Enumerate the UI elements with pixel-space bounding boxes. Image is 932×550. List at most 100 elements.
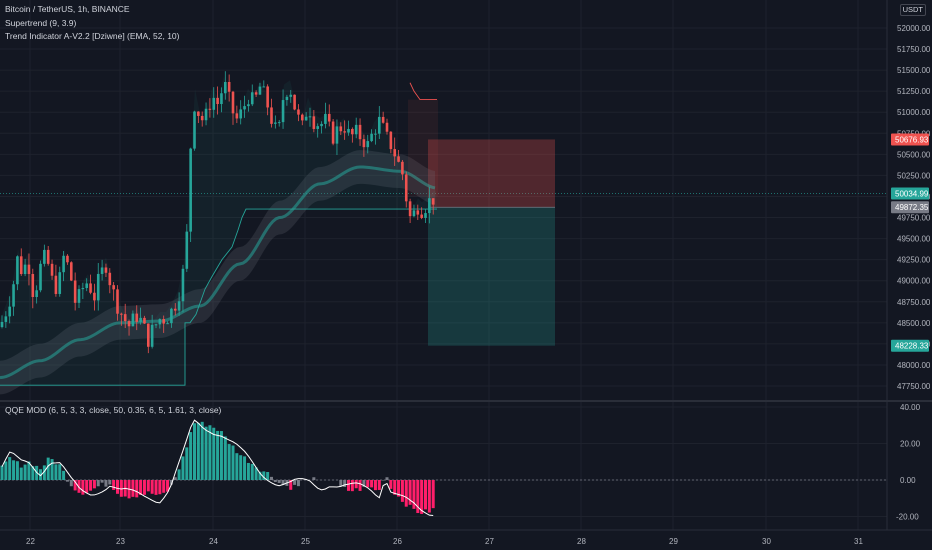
qqe-bar <box>208 425 212 480</box>
candle-body <box>285 96 289 101</box>
qqe-bar <box>412 480 416 509</box>
candle-body <box>39 263 42 291</box>
qqe-bar <box>262 471 266 480</box>
qqe-bar <box>212 427 216 480</box>
qqe-bar <box>54 464 58 480</box>
qqe-legend[interactable]: QQE MOD (6, 5, 3, 3, close, 50, 0.35, 6,… <box>5 405 222 415</box>
candle-body <box>170 308 173 324</box>
trend-midline <box>0 165 436 380</box>
position-box[interactable] <box>428 139 555 346</box>
trend-band-fill <box>0 150 435 395</box>
candles <box>0 71 435 354</box>
qqe-bar <box>397 480 401 497</box>
qqe-bar <box>196 423 200 480</box>
candle-body <box>66 255 69 263</box>
time-tick-label: 25 <box>301 537 310 546</box>
qqe-bar <box>62 470 66 480</box>
candle-body <box>266 86 269 108</box>
currency-label[interactable]: USDT <box>899 4 926 16</box>
candle-body <box>16 256 19 285</box>
candle-body <box>189 148 192 232</box>
qqe-bar <box>39 469 42 480</box>
candle-body <box>70 262 73 281</box>
qqe-bar <box>219 431 223 480</box>
qqe-bar <box>92 480 96 489</box>
qqe-bar <box>173 477 177 480</box>
oscillator-axis[interactable]: 40.00 20.00 0.00 -20.00 <box>896 403 921 522</box>
qqe-bar <box>389 480 393 489</box>
qqe-bar <box>235 453 239 480</box>
supertrend-legend[interactable]: Supertrend (9, 3.9) <box>5 18 77 28</box>
price-axis[interactable]: 52000.00 51750.00 51500.00 51250.00 51000.00… <box>891 24 931 391</box>
candle-body <box>220 93 223 105</box>
price-tick-label: 47750.00 <box>897 382 931 391</box>
candle-body <box>428 198 431 214</box>
supertrend-down-line <box>409 82 437 101</box>
qqe-bar <box>150 480 154 494</box>
candle-body <box>301 114 304 121</box>
candle-body <box>208 108 212 110</box>
candle-body <box>224 81 227 94</box>
price-tag: 48228.33 <box>891 339 929 352</box>
qqe-bar <box>23 464 27 480</box>
trend-indicator-legend[interactable]: Trend Indicator A-V2.2 [Dziwne] (EMA, 52… <box>5 31 180 41</box>
candle-body <box>374 133 377 135</box>
qqe-bar <box>293 480 297 485</box>
qqe-bar <box>231 445 235 480</box>
qqe-bar <box>254 467 258 480</box>
price-tick-label: 49750.00 <box>897 214 931 223</box>
qqe-bar <box>185 447 189 480</box>
candle-body <box>239 109 242 119</box>
candle-body <box>277 122 281 124</box>
candle-body <box>147 323 150 347</box>
qqe-bar <box>296 480 300 487</box>
qqe-bar <box>400 480 404 502</box>
symbol-legend[interactable]: Bitcoin / TetherUS, 1h, BINANCE <box>5 4 130 14</box>
qqe-bar <box>258 471 262 480</box>
qqe-bar <box>96 480 100 487</box>
qqe-bar <box>158 480 162 495</box>
candle-body <box>123 314 127 322</box>
candle-body <box>58 272 62 294</box>
candle-body <box>262 86 266 88</box>
candle-body <box>31 273 35 297</box>
time-tick-label: 28 <box>577 537 586 546</box>
qqe-bar <box>131 480 135 497</box>
qqe-bar <box>227 444 231 480</box>
candle-body <box>108 272 112 286</box>
qqe-bar <box>427 480 431 513</box>
candle-body <box>177 301 181 311</box>
candle-body <box>81 288 85 290</box>
qqe-bar <box>89 480 93 491</box>
candle-body <box>185 231 189 269</box>
qqe-bar <box>243 456 247 480</box>
price-tag-bg <box>891 201 929 214</box>
qqe-bar <box>169 480 173 485</box>
qqe-bar <box>370 480 374 488</box>
candle-body <box>54 275 58 294</box>
candle-body <box>112 285 115 290</box>
candle-body <box>304 116 308 121</box>
qqe-bar <box>166 480 170 492</box>
candle-body <box>335 126 339 144</box>
candle-body <box>12 284 15 307</box>
target-zone <box>428 207 555 346</box>
candle-body <box>46 249 50 264</box>
qqe-bar <box>393 480 397 495</box>
qqe-bar <box>8 457 12 480</box>
qqe-bar <box>12 460 16 480</box>
candle-body <box>8 306 11 317</box>
osc-tick-label: 20.00 <box>900 440 921 449</box>
qqe-bar <box>404 480 408 507</box>
qqe-bar <box>146 480 150 492</box>
candle-body <box>378 116 381 134</box>
qqe-bar <box>46 457 50 480</box>
price-tag-label: 48228.33 <box>895 342 929 351</box>
candle-body <box>254 92 258 95</box>
time-axis[interactable]: 22 23 24 25 26 27 28 29 30 31 <box>26 537 863 546</box>
qqe-bar <box>354 480 358 489</box>
qqe-bar <box>381 480 385 481</box>
qqe-bar <box>347 480 350 491</box>
qqe-bar <box>200 421 204 480</box>
